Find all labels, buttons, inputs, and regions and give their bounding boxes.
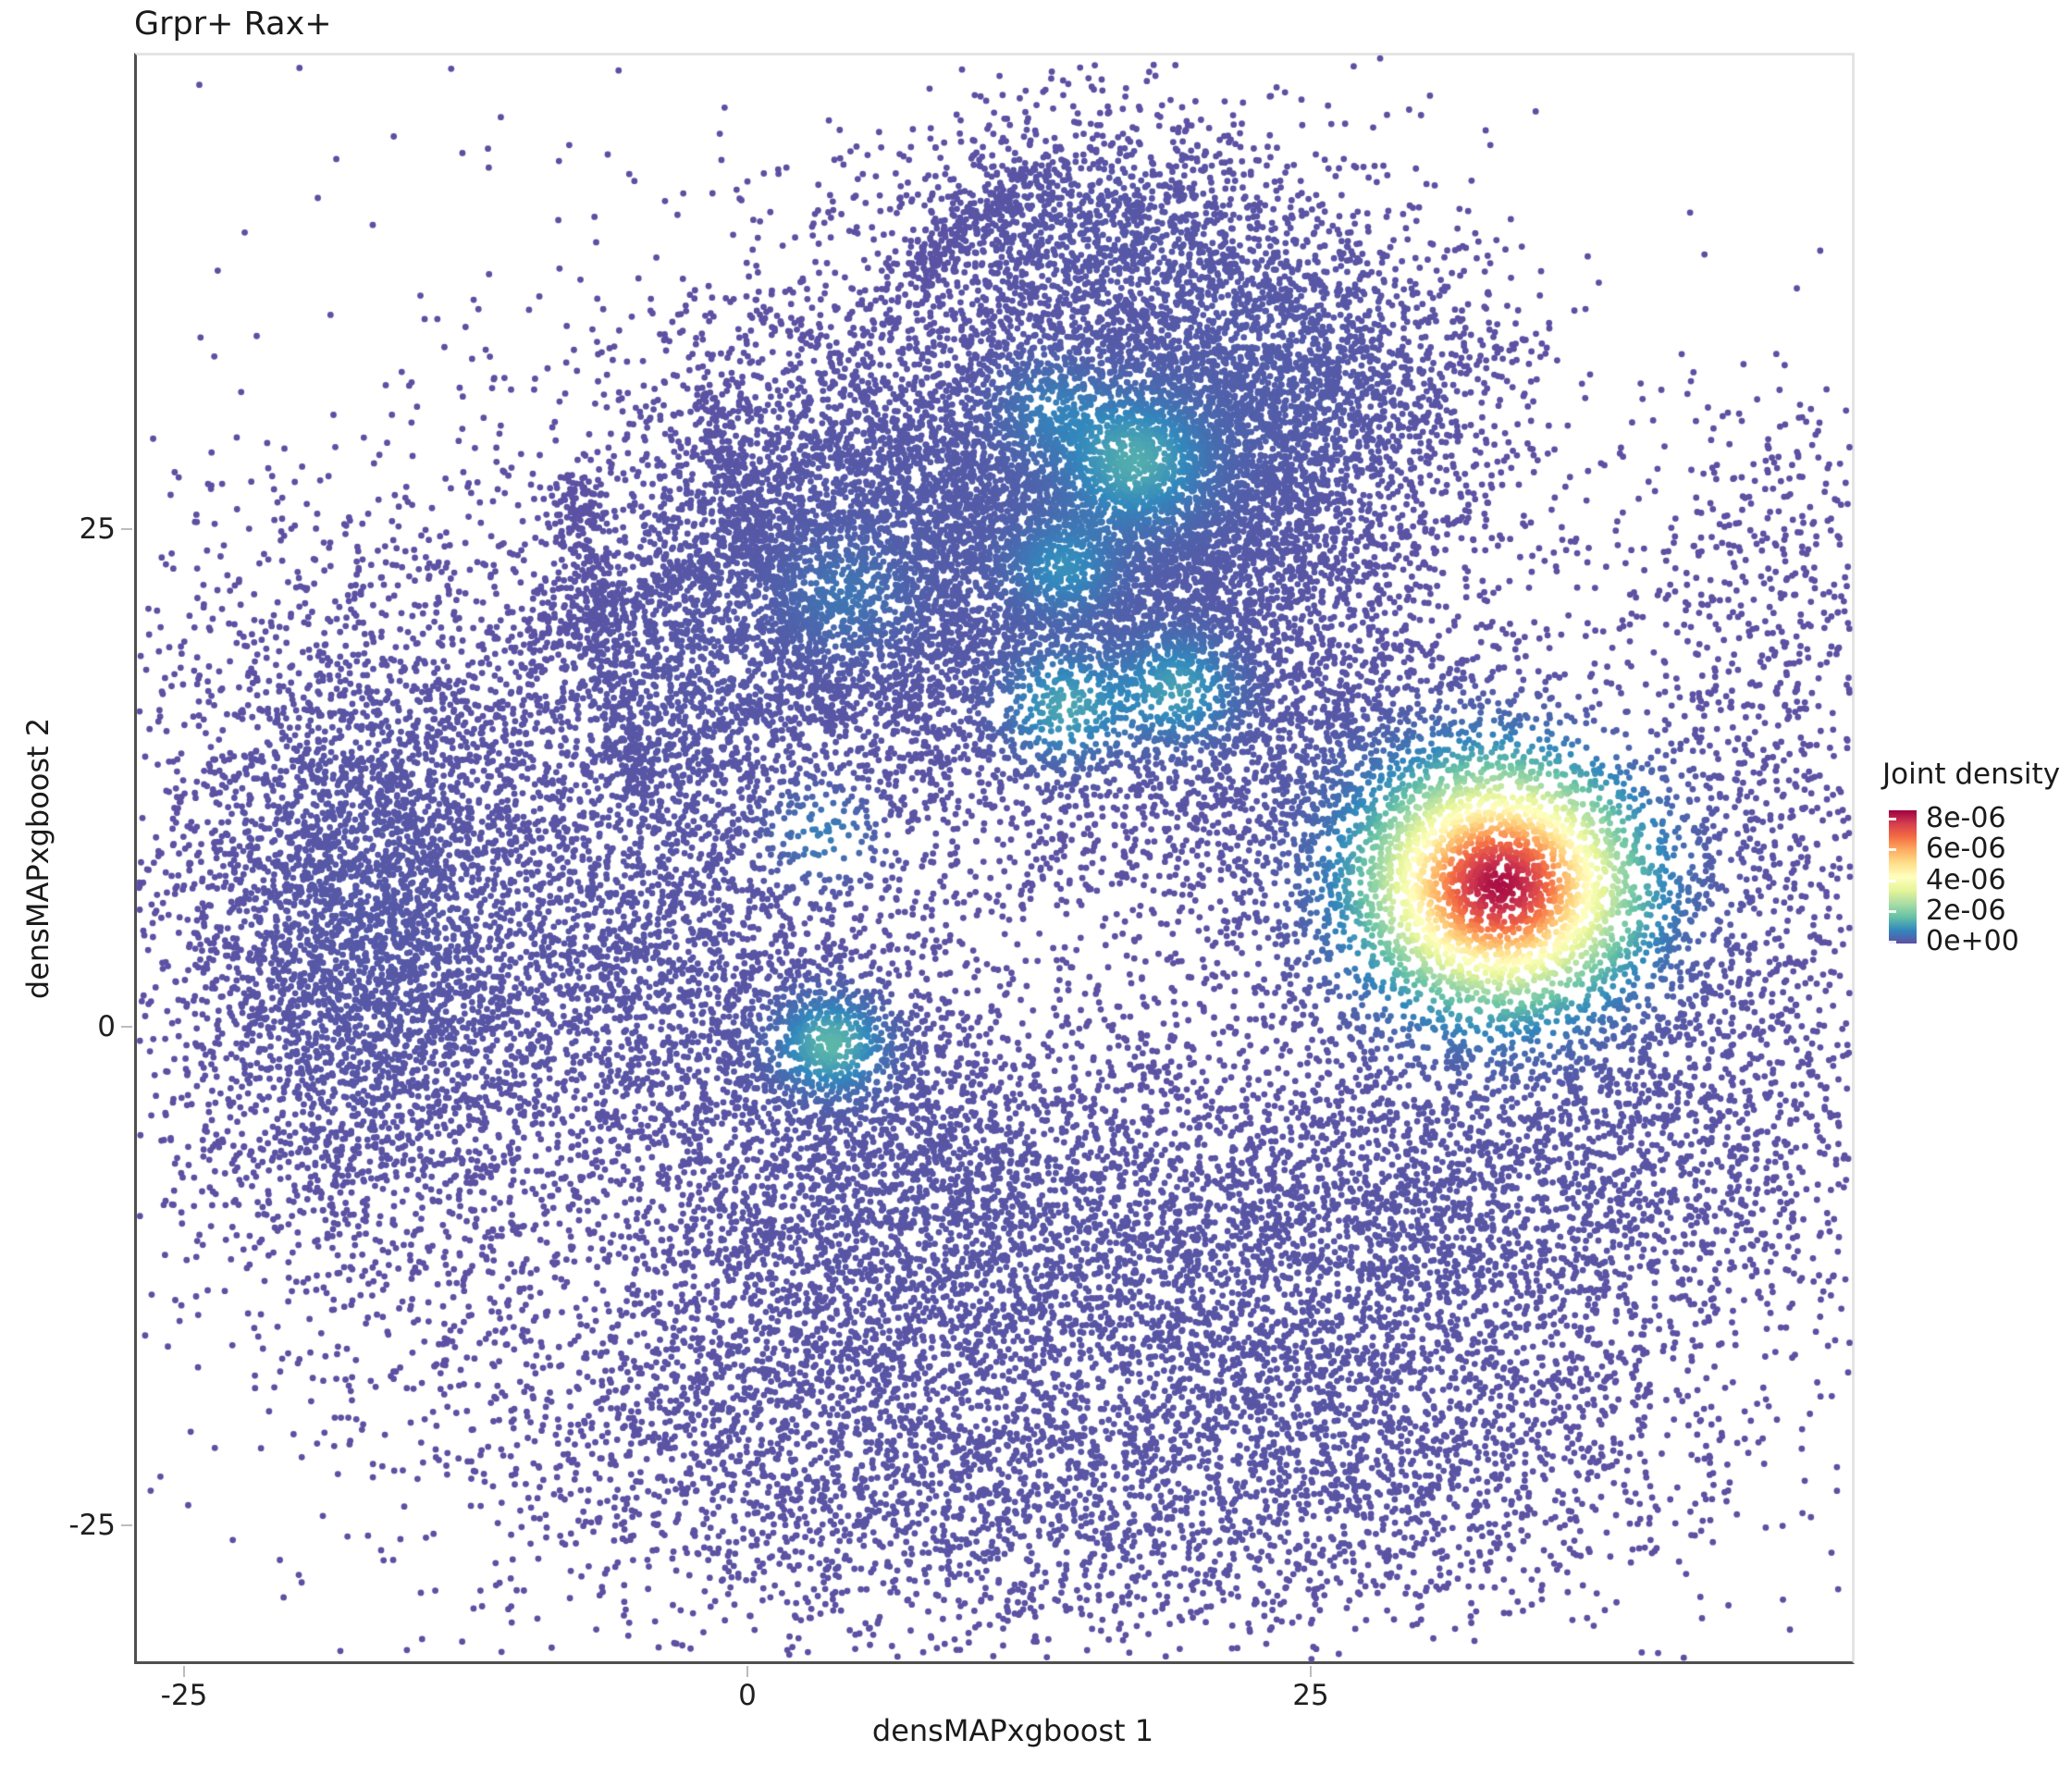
- colorbar-tick-notch: [1889, 941, 1896, 944]
- y-tick-label: 25: [79, 512, 116, 546]
- legend-tick-label: 4e-06: [1926, 863, 2006, 896]
- y-tick-mark: [121, 1523, 132, 1526]
- y-tick-mark: [121, 527, 132, 530]
- colorbar-tick-notch: [1889, 818, 1896, 820]
- x-tick-label: 0: [738, 1679, 757, 1712]
- y-tick-label: 0: [97, 1010, 116, 1043]
- legend-tick-label: 6e-06: [1926, 832, 2006, 866]
- colorbar-tick-notch: [1889, 909, 1896, 913]
- legend-tick-label: 0e+00: [1926, 925, 2019, 957]
- x-axis-label: densMAPxgboost 1: [871, 1713, 1154, 1748]
- y-tick-mark: [121, 1026, 132, 1028]
- x-tick-mark: [746, 1666, 748, 1677]
- legend-tick-label: 8e-06: [1926, 802, 2006, 834]
- x-tick-mark: [183, 1666, 185, 1677]
- colorbar-tick-notch: [1889, 848, 1896, 852]
- legend-tick-label: 2e-06: [1926, 894, 2006, 927]
- legend-title: Joint density: [1882, 758, 2061, 791]
- x-tick-label: -25: [160, 1679, 208, 1712]
- x-tick-label: 25: [1292, 1679, 1329, 1712]
- legend: Joint density 8e-06 6e-06 4e-06 2e-06 0e+00: [1868, 754, 2072, 994]
- legend-colorbar: [1889, 810, 1917, 944]
- y-tick-label: -25: [68, 1508, 116, 1542]
- y-axis-label: densMAPxgboost 2: [20, 717, 56, 1000]
- colorbar-tick-notch: [1889, 879, 1896, 882]
- x-tick-mark: [1310, 1666, 1312, 1677]
